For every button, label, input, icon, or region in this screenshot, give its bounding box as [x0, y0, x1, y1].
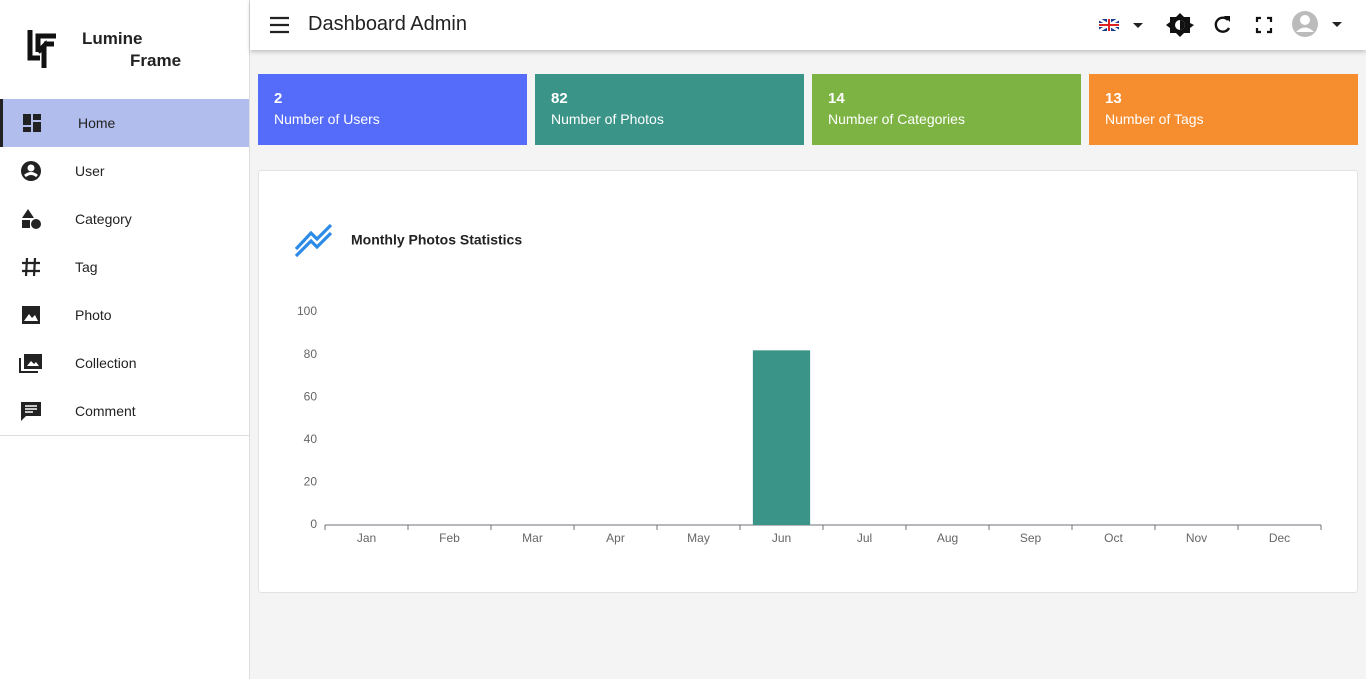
nav-label: Collection — [75, 355, 137, 371]
nav-menu: Home User Category Tag Photo Collection … — [0, 99, 249, 436]
stat-card: 13 Number of Tags — [1089, 74, 1358, 145]
menu-button[interactable] — [269, 15, 291, 35]
nav-label: Category — [75, 211, 132, 227]
nav-item[interactable]: Comment — [0, 387, 249, 435]
stat-label: Number of Categories — [828, 111, 965, 127]
nav-item[interactable]: Collection — [0, 339, 249, 387]
y-tick-label: 40 — [304, 432, 318, 446]
sidebar: Lumine Frame Home User Category Tag Phot… — [0, 0, 250, 679]
chart-icon — [294, 223, 333, 258]
x-tick-label: Jun — [772, 531, 791, 545]
top-bar: Dashboard Admin — [250, 0, 1366, 50]
stat-label: Number of Photos — [551, 111, 664, 127]
nav-label: Photo — [75, 307, 112, 323]
nav-label: Home — [78, 115, 116, 131]
x-tick-label: Sep — [1020, 531, 1042, 545]
refresh-button[interactable] — [1214, 16, 1231, 33]
nav-item[interactable]: Category — [0, 195, 249, 243]
nav-label: Comment — [75, 403, 136, 419]
logo — [27, 30, 56, 68]
x-tick-label: Apr — [606, 531, 625, 545]
x-tick-label: Aug — [937, 531, 958, 545]
toolbar — [1098, 11, 1342, 37]
x-tick-label: Dec — [1269, 531, 1290, 545]
nav-item[interactable]: Photo — [0, 291, 249, 339]
nav-item[interactable]: Home — [0, 99, 249, 147]
y-tick-label: 20 — [304, 475, 318, 489]
x-tick-label: Mar — [522, 531, 543, 545]
nav-item[interactable]: Tag — [0, 243, 249, 291]
page-title: Dashboard Admin — [308, 13, 467, 35]
y-tick-label: 80 — [304, 347, 318, 361]
stat-value: 82 — [551, 90, 568, 107]
stat-label: Number of Tags — [1105, 111, 1204, 127]
theme-toggle[interactable] — [1166, 13, 1194, 37]
stat-label: Number of Users — [274, 111, 380, 127]
chart: Monthly Photos Statistics 0 20 40 60 80 100 Ja… — [294, 223, 1322, 545]
x-tick-label: Nov — [1186, 531, 1207, 545]
language-menu[interactable] — [1098, 17, 1143, 33]
brand-line: Frame — [130, 51, 182, 70]
stat-value: 2 — [274, 90, 283, 107]
x-tick-label: Jan — [357, 531, 376, 545]
y-tick-label: 60 — [304, 389, 318, 403]
brand-line: Lumine — [82, 29, 143, 48]
stat-card: 14 Number of Categories — [812, 74, 1081, 145]
nav-label: Tag — [75, 259, 98, 275]
stat-card: 82 Number of Photos — [535, 74, 804, 145]
x-tick-label: Jul — [857, 531, 872, 545]
y-tick-label: 100 — [297, 304, 317, 318]
y-tick-label: 0 — [310, 517, 317, 531]
stat-card: 2 Number of Users — [258, 74, 527, 145]
stat-value: 13 — [1105, 90, 1122, 107]
brand: Lumine Frame — [82, 28, 181, 72]
chart-panel: Monthly Photos Statistics 0 20 40 60 80 100 Ja… — [258, 170, 1358, 593]
stat-value: 14 — [828, 90, 845, 107]
x-tick-label: Oct — [1104, 531, 1123, 545]
bar — [752, 350, 811, 525]
chart-title: Monthly Photos Statistics — [351, 232, 522, 248]
x-tick-label: May — [687, 531, 710, 545]
nav-label: User — [75, 163, 105, 179]
x-tick-label: Feb — [439, 531, 460, 545]
fullscreen-button[interactable] — [1255, 16, 1273, 34]
nav-item[interactable]: User — [0, 147, 249, 195]
user-menu[interactable] — [1292, 11, 1342, 37]
